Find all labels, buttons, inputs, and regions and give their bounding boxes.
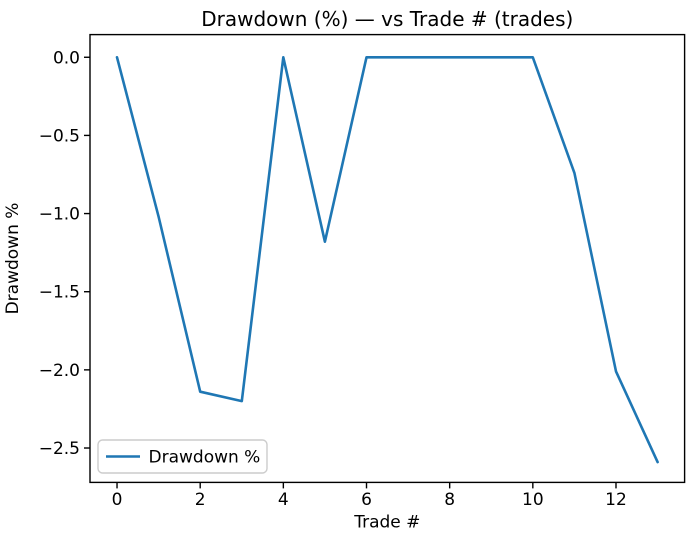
x-tick-label: 8 bbox=[444, 490, 455, 510]
x-tick-label: 2 bbox=[195, 490, 206, 510]
x-axis-label: Trade # bbox=[353, 513, 420, 533]
legend: Drawdown % bbox=[97, 439, 268, 474]
series-line bbox=[115, 55, 659, 464]
x-tick-label: 0 bbox=[112, 490, 123, 510]
x-tick-label: 12 bbox=[605, 490, 627, 510]
y-axis-label: Drawdown % bbox=[3, 203, 23, 315]
x-tick-label: 10 bbox=[522, 490, 544, 510]
legend-label: Drawdown % bbox=[149, 448, 261, 468]
x-tick-label: 6 bbox=[361, 490, 372, 510]
y-tick-label: −2.0 bbox=[39, 361, 80, 381]
y-tick-label: −2.5 bbox=[39, 439, 80, 459]
y-tick-label: −0.5 bbox=[39, 126, 80, 146]
y-axis-ticks: 0.0 −0.5 −1.0 −1.5 −2.0 −2.5 bbox=[39, 48, 90, 459]
x-tick-label: 4 bbox=[278, 490, 289, 510]
y-tick-label: −1.0 bbox=[39, 205, 80, 225]
y-tick-label: 0.0 bbox=[53, 48, 80, 68]
chart-title: Drawdown (%) — vs Trade # (trades) bbox=[201, 7, 573, 31]
x-axis-ticks: 0 2 4 6 8 10 12 bbox=[112, 482, 627, 510]
legend-box bbox=[97, 439, 268, 474]
plot-area-border bbox=[89, 33, 686, 484]
y-tick-label: −1.5 bbox=[39, 283, 80, 303]
